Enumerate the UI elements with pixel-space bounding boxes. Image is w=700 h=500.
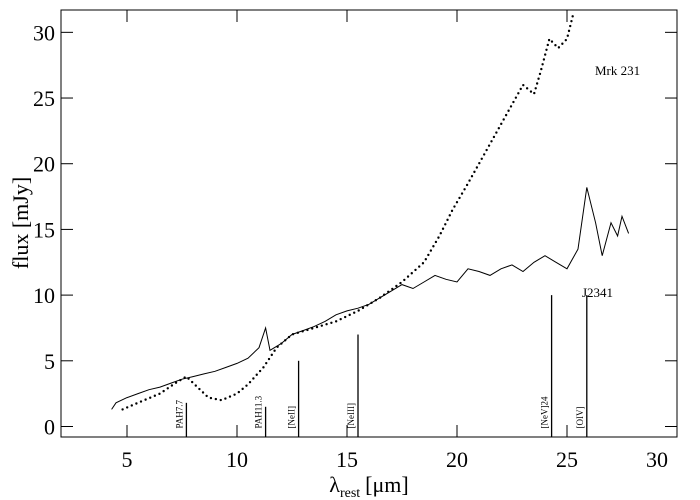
y-tick-label: 15 [33,217,55,242]
x-axis-label: λrest [μm] [329,472,408,500]
plot-area [111,11,630,411]
series-annotation: Mrk 231 [595,63,640,78]
x-label-unit: [μm] [365,472,409,497]
feature-label: PAH7.7 [174,400,184,429]
x-tick-label: 20 [446,447,468,472]
y-tick-label: 30 [33,20,55,45]
x-tick-label: 10 [226,447,248,472]
feature-label: [NeV]24 [540,396,550,428]
x-tick-label: 5 [122,447,133,472]
y-tick-label: 5 [44,349,55,374]
x-tick-label: 30 [646,447,668,472]
x-tick-label: 25 [556,447,578,472]
spectrum-line [111,187,630,410]
spectrum-line [121,11,575,411]
x-label-subscript: rest [340,486,360,500]
series-annotation: J2341 [582,285,613,300]
y-tick-label: 0 [44,414,55,439]
x-tick-label: 15 [336,447,358,472]
y-tick-label: 10 [33,283,55,308]
feature-label: [NeIII] [346,403,356,428]
feature-label: PAH11.3 [254,395,264,428]
feature-label: [NeII] [287,406,297,428]
plot-frame [60,9,678,438]
y-axis-label: flux [mJy] [8,177,33,269]
y-tick-label: 25 [33,86,55,111]
feature-label: [OIV] [575,406,585,428]
y-tick-label: 20 [33,152,55,177]
x-label-symbol: λ [329,472,340,497]
